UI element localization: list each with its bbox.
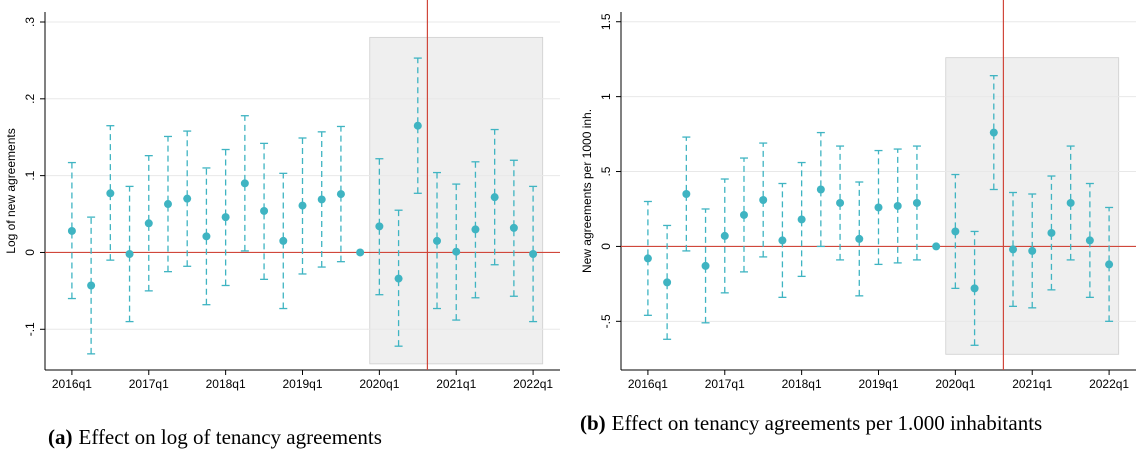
point	[701, 261, 710, 270]
point	[778, 236, 787, 245]
point	[452, 247, 461, 256]
y-tick-label: 1.5	[599, 13, 613, 30]
y-tick-label: -.1	[23, 322, 37, 336]
point	[759, 195, 768, 204]
point	[1105, 260, 1114, 269]
y-tick-label: 1	[599, 93, 613, 100]
x-tick-label: 2016q1	[52, 377, 92, 391]
point	[490, 193, 499, 202]
point	[87, 281, 96, 290]
point	[1028, 246, 1037, 255]
x-tick-label: 2020q1	[935, 377, 975, 391]
point	[298, 201, 307, 210]
x-tick-label: 2018q1	[782, 377, 822, 391]
point	[1085, 236, 1094, 245]
point	[797, 215, 806, 224]
point	[471, 225, 480, 234]
point	[739, 210, 748, 219]
y-tick-label: .3	[23, 17, 37, 27]
y-tick-label: .2	[23, 93, 37, 103]
point	[970, 284, 979, 293]
point	[951, 227, 960, 236]
y-axis-label: New agreements per 1000 inh.	[580, 109, 594, 273]
point	[1009, 245, 1018, 254]
point	[529, 249, 538, 258]
caption-text: Effect on tenancy agreements per 1.000 i…	[611, 411, 1043, 435]
point	[163, 200, 172, 209]
point	[106, 189, 115, 198]
y-tick-label: 0	[23, 249, 37, 256]
point	[260, 206, 269, 215]
panel-b: -.5 0 .5 1 1.5 New agreements per 1000 inh. 20…	[576, 0, 1146, 466]
x-tick-label: 2022q1	[1089, 377, 1129, 391]
chart: -.5 0 .5 1 1.5 New agreements per 1000 inh. 20…	[580, 0, 1136, 391]
point	[336, 190, 345, 199]
point	[932, 242, 941, 251]
caption: (a) Effect on log of tenancy agreements	[48, 424, 568, 450]
point	[643, 254, 652, 263]
y-axis-label: Log of new agreements	[4, 128, 18, 253]
point	[413, 121, 422, 130]
point	[509, 223, 518, 232]
caption-label: (a)	[48, 425, 73, 449]
caption-text: Effect on log of tenancy agreements	[78, 425, 382, 449]
point	[1047, 228, 1056, 237]
x-tick-label: 2022q1	[513, 377, 553, 391]
point	[394, 274, 403, 283]
point	[375, 222, 384, 231]
y-tick-label: .1	[23, 170, 37, 180]
x-tick-label: 2021q1	[436, 377, 476, 391]
panel-a: -.1 0 .1 .2 .3 Log of new agreements 2016q1 201…	[0, 0, 570, 466]
x-tick-label: 2016q1	[628, 377, 668, 391]
point	[202, 232, 211, 241]
x-tick-label: 2019q1	[282, 377, 322, 391]
point	[317, 195, 326, 204]
point	[874, 203, 883, 212]
point	[720, 231, 729, 240]
point	[183, 194, 192, 203]
point	[125, 249, 134, 258]
caption-label: (b)	[580, 411, 606, 435]
x-tick-label: 2017q1	[129, 377, 169, 391]
point	[893, 201, 902, 210]
point	[836, 198, 845, 207]
point	[663, 278, 672, 287]
caption: (b) Effect on tenancy agreements per 1.00…	[580, 410, 1142, 436]
point	[682, 189, 691, 198]
point	[1066, 198, 1075, 207]
y-tick-label: -.5	[599, 314, 613, 328]
point	[144, 219, 153, 228]
point	[433, 236, 442, 245]
x-tick-label: 2018q1	[206, 377, 246, 391]
x-tick-label: 2020q1	[359, 377, 399, 391]
x-tick-label: 2019q1	[858, 377, 898, 391]
point	[912, 198, 921, 207]
y-tick-label: .5	[599, 166, 613, 176]
point	[67, 226, 76, 235]
x-tick-label: 2017q1	[705, 377, 745, 391]
y-tick-label: 0	[599, 243, 613, 250]
point	[989, 128, 998, 137]
point	[279, 236, 288, 245]
x-tick-label: 2021q1	[1012, 377, 1052, 391]
point	[240, 179, 249, 188]
point	[816, 185, 825, 194]
point	[356, 248, 365, 257]
point	[221, 213, 230, 222]
point	[855, 234, 864, 243]
chart: -.1 0 .1 .2 .3 Log of new agreements 2016q1 201…	[4, 0, 560, 391]
